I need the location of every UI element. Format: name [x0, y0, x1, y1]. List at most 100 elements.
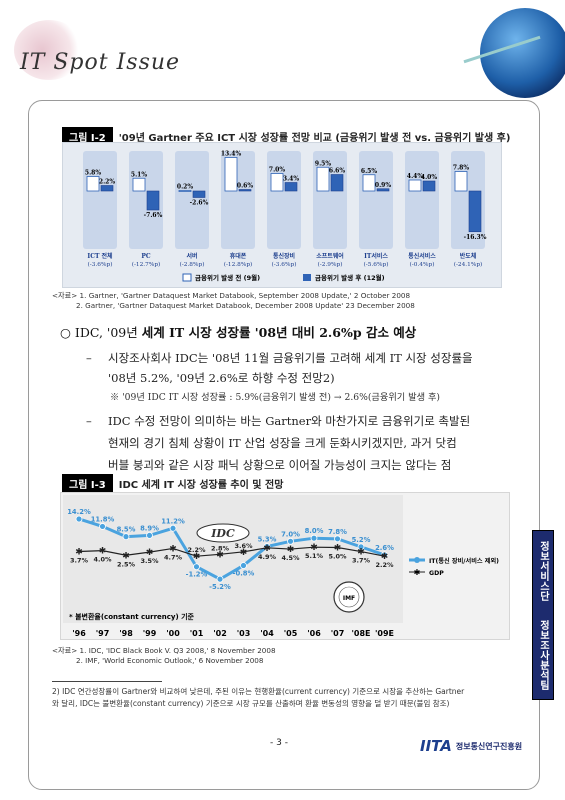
bar-after-label: 0.6% — [237, 183, 253, 190]
flower-decoration — [14, 20, 84, 80]
category-label: 서버 — [186, 252, 197, 260]
gdp-point: ✱ — [263, 544, 271, 554]
figure1-chart: 5.8% 2.2% ICT 전체 (-3.6%p) 5.1% -7.6% PC (-12.7%… — [62, 142, 502, 288]
it-point — [122, 533, 130, 541]
category-panel — [405, 151, 439, 249]
legend-gdp-marker: ✱ — [414, 568, 421, 577]
x-tick-label: '07 — [331, 629, 345, 638]
bullet-idc-forecast: – 시장조사회사 IDC는 '08년 11월 금융위기를 고려해 세계 IT 시… — [86, 351, 473, 385]
gdp-point: ✱ — [99, 547, 107, 557]
x-tick-label: '06 — [307, 629, 321, 638]
it-label: 5.2% — [352, 536, 371, 544]
org-name: 정보통신연구진흥원 — [455, 741, 523, 751]
gdp-label: 5.0% — [328, 553, 347, 561]
category-label: 통신서비스 — [408, 252, 436, 260]
bar-before — [454, 171, 468, 192]
it-label: -5.2% — [209, 583, 231, 591]
bar-before — [178, 190, 192, 192]
page-number: - 3 - — [270, 738, 288, 748]
gdp-label: 2.5% — [117, 560, 136, 568]
bar-after — [146, 190, 160, 211]
it-point — [287, 537, 294, 545]
sub-note: ※ '09년 IDC IT 시장 성장률 : 5.9%(금융위기 발생 전) →… — [110, 392, 441, 403]
bar-before-label: 5.1% — [131, 171, 147, 178]
category-change: (-12.8%p) — [224, 261, 253, 268]
it-label: 7.8% — [328, 528, 347, 536]
bar-before — [316, 166, 330, 192]
figure2-title: IDC 세계 IT 시장 성장률 추이 및 전망 — [118, 480, 284, 491]
category-change: (-3.6%p) — [272, 261, 297, 268]
bar-after-label: 2.2% — [99, 179, 115, 186]
gdp-label: 3.5% — [140, 557, 159, 565]
category-change: (-12.7%p) — [132, 261, 161, 268]
bar-after — [100, 185, 114, 192]
gdp-point: ✱ — [334, 544, 342, 554]
bar-after-label: 3.4% — [283, 176, 299, 183]
imf-seal — [333, 581, 365, 613]
it-point — [310, 534, 318, 542]
bar-before-label: 9.5% — [315, 160, 331, 167]
iita-logo: IITA — [420, 737, 452, 755]
gdp-point: ✱ — [287, 545, 295, 555]
category-change: (-3.6%p) — [88, 261, 113, 268]
category-panel — [129, 151, 163, 249]
figure1-tag: 그림 Ⅰ-2 — [62, 127, 113, 146]
bar-after-label: -2.6% — [190, 200, 209, 207]
bar-before — [86, 176, 100, 192]
x-tick-label: '99 — [143, 629, 157, 638]
x-tick-label: '03 — [237, 629, 251, 638]
chart-note: * 불변환율(constant currency) 기준 — [69, 612, 195, 621]
category-label: 통신장비 — [273, 252, 295, 260]
bar-after — [238, 189, 252, 192]
gdp-series-line — [78, 546, 385, 557]
legend-gdp-label: GDP — [429, 570, 444, 577]
legend-after-label: 금융위기 발생 후 (12월) — [315, 273, 385, 282]
it-point — [75, 515, 83, 523]
bar-before-label: 7.0% — [269, 167, 285, 174]
imf-seal-text: IMF — [343, 595, 355, 602]
bar-before-label: 13.4% — [221, 151, 242, 158]
it-label: 11.2% — [161, 517, 185, 525]
figure2-source: <자료> 1. IDC, 'IDC Black Book V. Q3 2008,… — [52, 646, 276, 666]
category-label: IT서비스 — [364, 252, 388, 260]
bar-after — [192, 190, 206, 198]
category-change: (-0.4%p) — [410, 261, 435, 268]
it-point — [216, 575, 224, 583]
it-label: 8.9% — [140, 524, 159, 532]
bar-before-label: 4.4% — [407, 173, 423, 180]
bullet-idc-meaning: – IDC 수정 전망이 의미하는 바는 Gartner와 마찬가지로 금융위기… — [86, 414, 471, 472]
it-label: -0.8% — [233, 569, 255, 577]
category-change: (-2.9%p) — [318, 261, 343, 268]
org-logo: IITA 정보통신연구진흥원 — [420, 737, 522, 755]
figure1-svg: 5.8%2.2%ICT 전체(-3.6%p)5.1%-7.6%PC(-12.7%… — [83, 151, 487, 282]
source-line: <자료> 1. IDC, 'IDC Black Book V. Q3 2008,… — [52, 646, 276, 655]
it-label: 7.0% — [281, 530, 300, 538]
bar-before — [132, 177, 146, 192]
gdp-label: 5.1% — [305, 552, 324, 560]
imf-seal-inner — [338, 586, 360, 608]
gdp-point: ✱ — [216, 550, 224, 560]
gdp-label: 2.2% — [187, 546, 206, 554]
bar-after — [330, 174, 344, 192]
legend-after-swatch — [303, 274, 311, 281]
bar-after — [468, 190, 482, 233]
it-point — [240, 562, 247, 569]
category-label: PC — [141, 253, 151, 260]
gdp-label: 2.8% — [211, 544, 230, 552]
figure2-tag: 그림 Ⅰ-3 — [62, 474, 113, 493]
x-tick-label: '04 — [260, 629, 274, 638]
gdp-point: ✱ — [240, 548, 248, 558]
gdp-label: 3.7% — [352, 557, 371, 565]
it-point — [193, 563, 200, 571]
it-point — [169, 524, 177, 532]
figure2-svg: IDC IMF 14.2%11.8%8.5% 8.9%11.2% -1.2%-5.2%-… — [63, 495, 499, 638]
content-frame — [28, 100, 540, 790]
x-tick-label: '01 — [190, 629, 204, 638]
it-label: -1.2% — [186, 571, 208, 579]
bar-before — [408, 179, 422, 192]
bar-before-label: 6.5% — [361, 168, 377, 175]
footnote-rule — [52, 681, 162, 682]
gdp-point: ✱ — [310, 543, 318, 553]
category-panel — [175, 151, 209, 249]
category-label: 휴대폰 — [230, 252, 247, 260]
